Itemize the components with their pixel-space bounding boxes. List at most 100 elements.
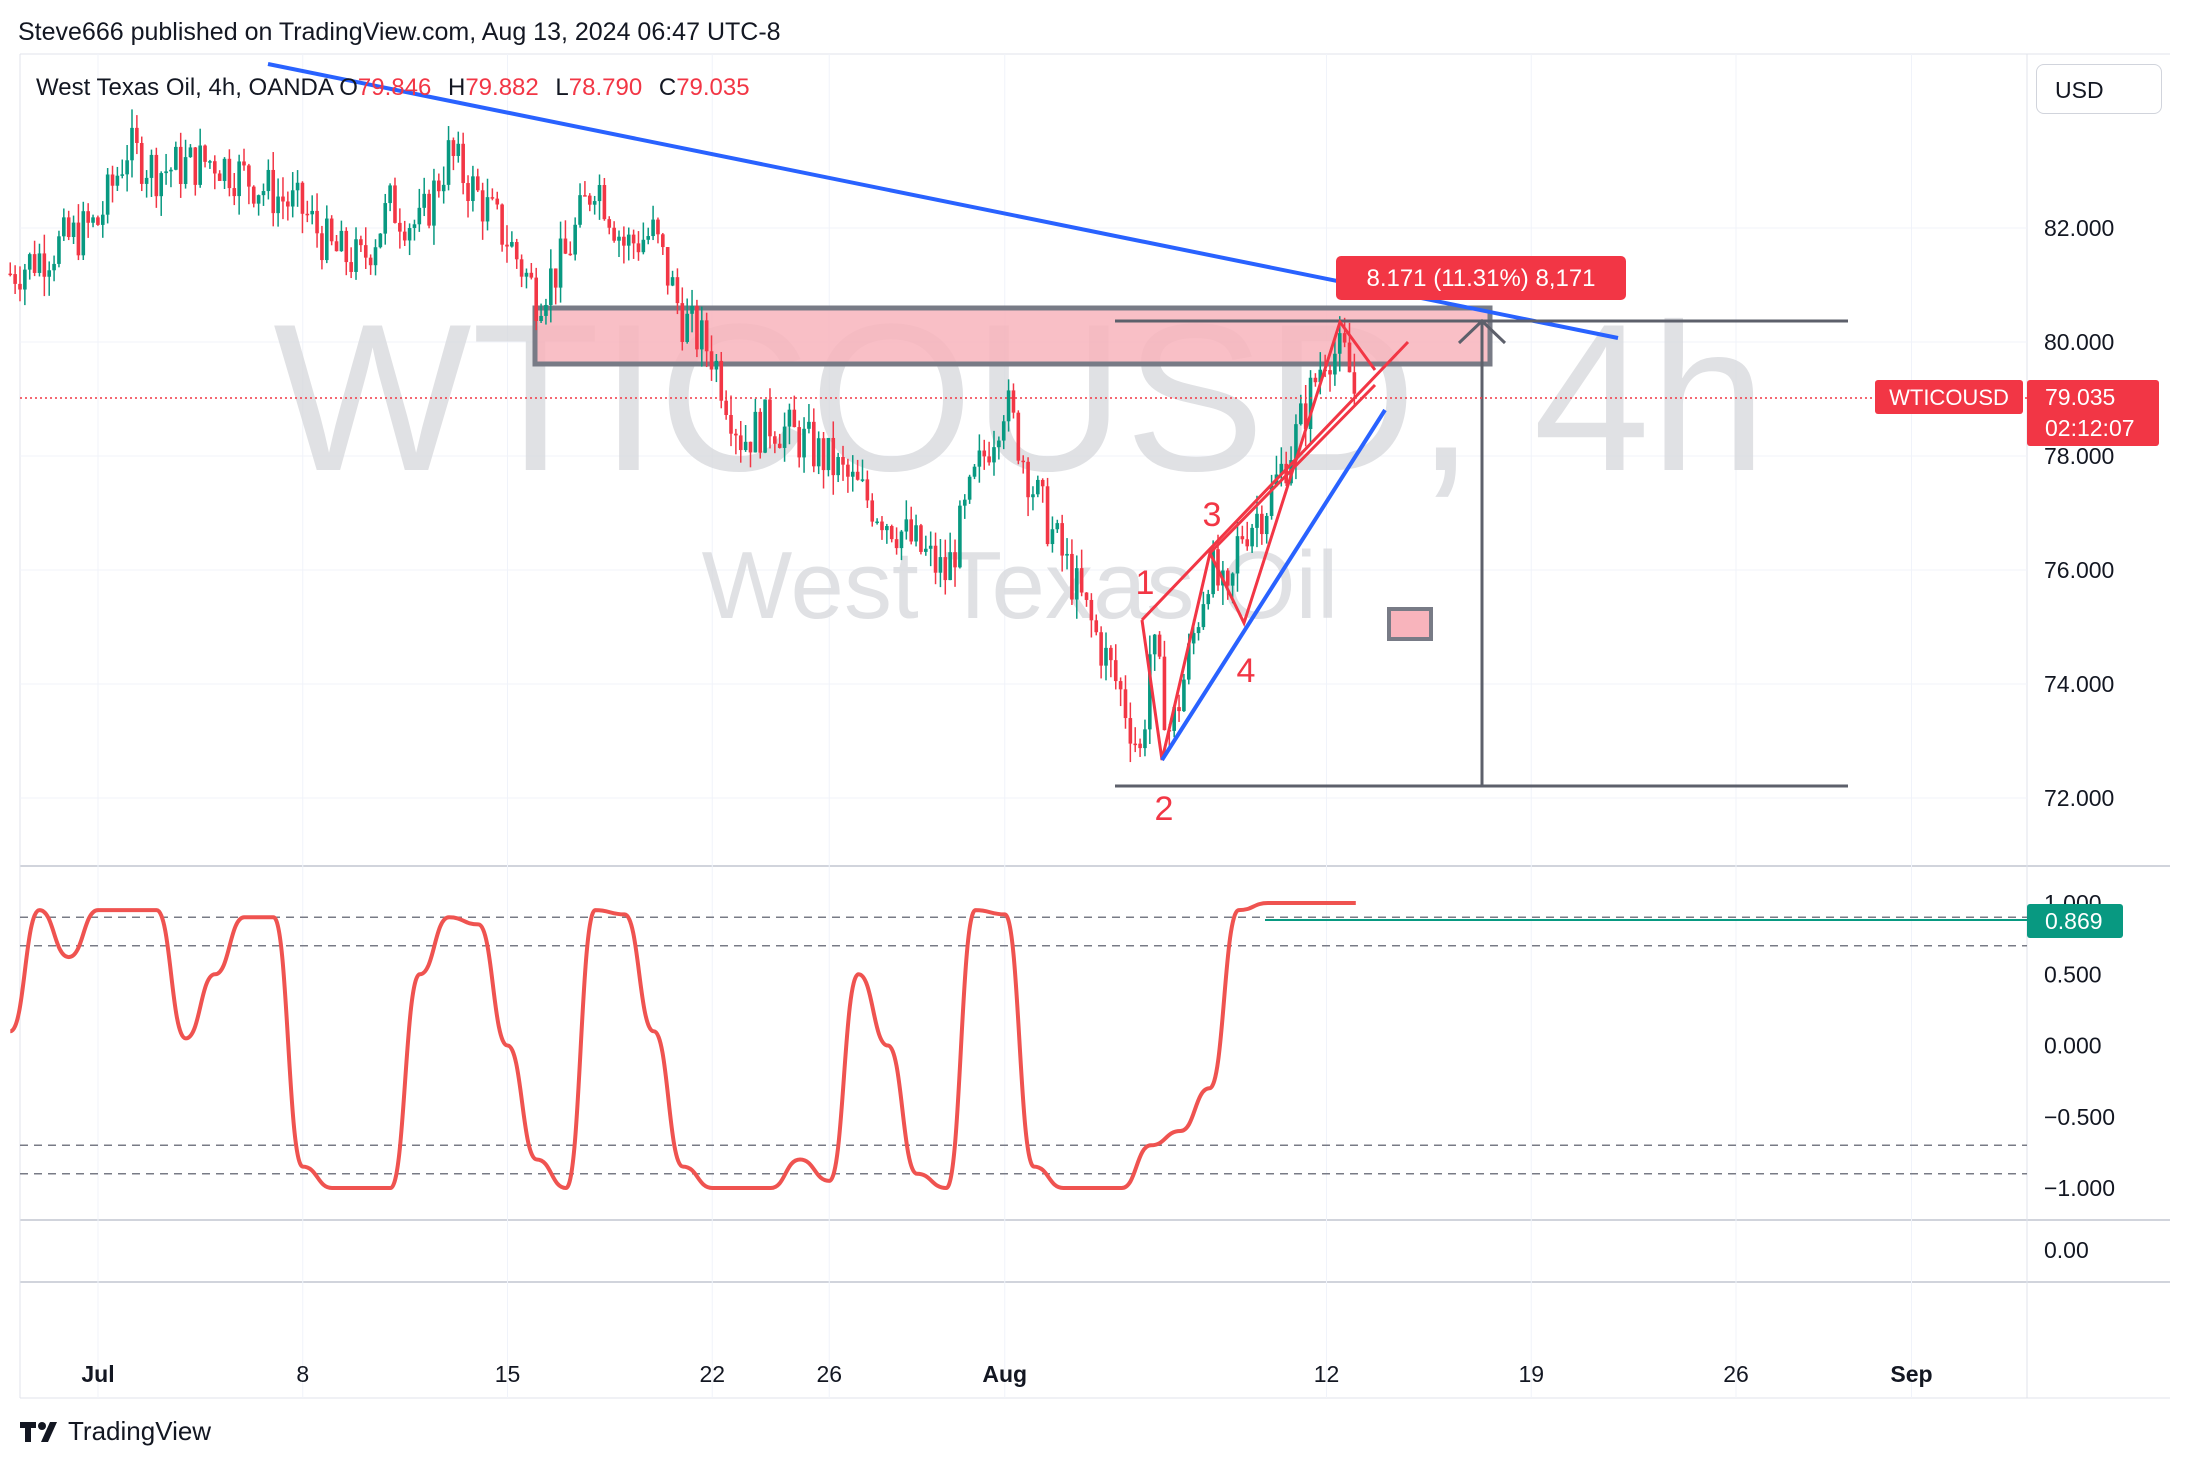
candle-body	[807, 421, 811, 429]
candle-body	[748, 441, 753, 453]
candle-body	[826, 437, 831, 471]
candle-body	[495, 198, 500, 205]
candle-body	[836, 457, 840, 476]
candle-body	[164, 171, 168, 174]
price-badge-box	[2027, 380, 2159, 446]
candle-body	[846, 464, 850, 477]
currency-button[interactable]: USD	[2036, 64, 2162, 114]
candle-body	[1074, 568, 1079, 600]
resistance-zone[interactable]	[532, 305, 1493, 367]
candle-body	[203, 145, 207, 162]
candle-body	[432, 180, 436, 226]
candle-body	[363, 245, 368, 258]
candle-body	[266, 169, 271, 192]
measure-label: 8.171 (11.31%) 8,171	[1366, 265, 1595, 292]
candle-body	[480, 190, 485, 222]
candle-body	[144, 177, 149, 184]
osc-tick-label: 0.000	[2044, 1033, 2102, 1059]
time-tick-label: 26	[1723, 1361, 1749, 1387]
candle-body	[544, 304, 548, 316]
candle-body	[1138, 743, 1142, 749]
candle-body	[466, 183, 470, 202]
candle-body	[217, 173, 222, 181]
candle-body	[188, 147, 193, 158]
candle-body	[368, 257, 373, 266]
candle-body	[1104, 647, 1108, 666]
candle-body	[841, 457, 845, 465]
candle-body	[1230, 573, 1235, 586]
candle-body	[96, 217, 100, 225]
candle-body	[724, 400, 728, 416]
candle-body	[1065, 553, 1069, 556]
candle-body	[417, 207, 422, 225]
candle-body	[626, 234, 631, 246]
candle-body	[695, 305, 699, 350]
candle-body	[704, 320, 709, 352]
candle-body	[1201, 604, 1206, 628]
candle-body	[539, 315, 543, 321]
candle-body	[1118, 681, 1123, 690]
candle-body	[212, 161, 217, 174]
candle-body	[631, 234, 636, 244]
candle-body	[62, 217, 66, 237]
candle-body	[461, 143, 465, 184]
candle-body	[1333, 353, 1337, 375]
candle-body	[1225, 570, 1230, 586]
candle-body	[928, 545, 933, 549]
candle-body	[490, 197, 495, 199]
candle-body	[1031, 494, 1035, 498]
candle-body	[597, 185, 602, 202]
wedge-lower-line[interactable]	[1160, 408, 1387, 762]
candle-body	[568, 253, 573, 256]
wave-label-1: 1	[1136, 564, 1155, 602]
candle-body	[475, 176, 480, 191]
candle-body	[646, 236, 651, 240]
candle-body	[997, 440, 1001, 448]
candle-body	[797, 427, 801, 458]
candle-body	[349, 262, 353, 272]
candle-body	[558, 238, 563, 288]
candle-body	[1006, 390, 1011, 422]
small-pink-box[interactable]	[1387, 607, 1433, 641]
candle-body	[295, 182, 300, 191]
candle-body	[1001, 421, 1006, 441]
candle-body	[514, 242, 519, 260]
candle-body	[1279, 463, 1284, 475]
candle-body	[709, 351, 714, 370]
candle-body	[149, 154, 154, 178]
candle-body	[27, 254, 32, 270]
time-tick-label: Sep	[1890, 1361, 1932, 1387]
candle-body	[1352, 372, 1357, 394]
candle-body	[549, 268, 553, 305]
candle-body	[13, 274, 17, 284]
candle-body	[933, 545, 938, 573]
oscillator-line[interactable]	[9, 900, 1356, 1191]
price-tick-label: 78.000	[2044, 443, 2114, 469]
wave-label-2: 2	[1155, 790, 1174, 828]
candle-body	[675, 277, 680, 304]
candle-body	[617, 236, 621, 241]
candle-body	[300, 182, 305, 214]
footer-brand-label: TradingView	[68, 1416, 212, 1446]
candle-body	[953, 552, 957, 568]
wave-upper-line-b[interactable]	[1208, 383, 1377, 555]
wave-upper-line[interactable]	[1140, 340, 1410, 622]
candle-body	[1294, 424, 1298, 461]
candle-body	[1162, 656, 1167, 731]
candle-body	[393, 185, 397, 223]
candle-body	[802, 428, 806, 458]
candle-body	[427, 193, 431, 226]
candle-body	[670, 277, 675, 286]
candle-body	[1299, 403, 1303, 425]
candle-body	[1240, 536, 1245, 540]
osc-badge-box	[2027, 904, 2123, 938]
footer-brand[interactable]: TradingView	[20, 1416, 211, 1447]
candle-body	[738, 435, 743, 451]
candle-body	[1313, 377, 1318, 383]
candle-body	[777, 443, 782, 448]
candle-body	[967, 476, 972, 500]
candle-body	[1026, 461, 1030, 498]
candle-body	[529, 272, 534, 278]
